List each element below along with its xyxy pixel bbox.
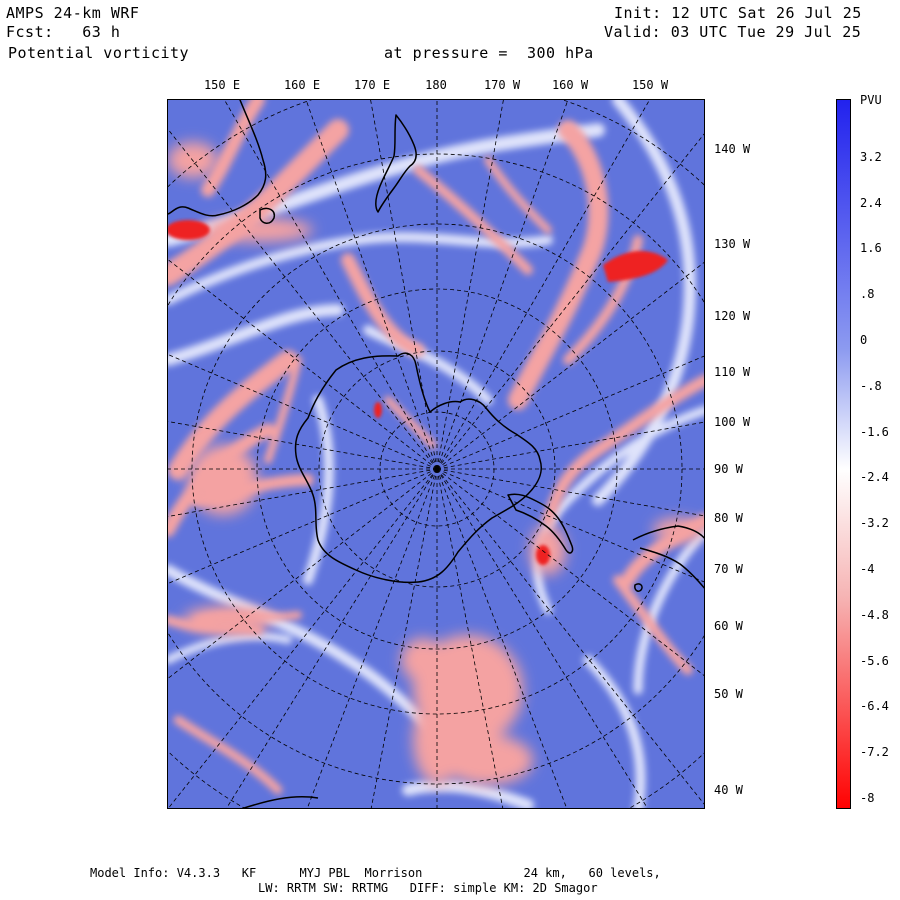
antarctic-peninsula-coastline bbox=[507, 493, 574, 554]
polar-map bbox=[167, 99, 705, 809]
falkland-islands-coastline bbox=[634, 583, 643, 592]
lon-label-top: 160 W bbox=[551, 78, 589, 92]
lon-label-right: 50 W bbox=[714, 687, 743, 701]
colorbar-tick: -2.4 bbox=[860, 470, 889, 484]
tasmania-coastline bbox=[259, 207, 276, 224]
lon-label-top: 150 E bbox=[203, 78, 241, 92]
init-time: Init: 12 UTC Sat 26 Jul 25 bbox=[614, 4, 862, 22]
lon-label-top: 160 E bbox=[283, 78, 321, 92]
south-america-coastline bbox=[632, 525, 704, 589]
forecast-hour: Fcst: 63 h bbox=[6, 23, 121, 41]
lon-label-right: 40 W bbox=[714, 783, 743, 797]
colorbar-tick: 0 bbox=[860, 333, 868, 347]
field-name: Potential vorticity bbox=[8, 44, 190, 62]
colorbar-tick: -5.6 bbox=[860, 654, 889, 668]
colorbar-tick: -6.4 bbox=[860, 699, 889, 713]
colorbar-tick: -.8 bbox=[860, 379, 882, 393]
colorbar-gradient bbox=[837, 100, 850, 808]
lon-label-top: 170 E bbox=[353, 78, 391, 92]
pressure-level: at pressure = 300 hPa bbox=[384, 44, 594, 62]
lon-label-top: 170 W bbox=[483, 78, 521, 92]
model-info-line1: Model Info: V4.3.3 KF MYJ PBL Morrison 2… bbox=[90, 866, 661, 880]
colorbar-tick: -3.2 bbox=[860, 516, 889, 530]
africa-coastline bbox=[241, 796, 319, 808]
colorbar-tick: 1.6 bbox=[860, 241, 882, 255]
australia-coastline bbox=[168, 100, 267, 217]
colorbar-tick: 3.2 bbox=[860, 150, 882, 164]
colorbar-tick: -4 bbox=[860, 562, 875, 576]
pv-strong-negative bbox=[168, 220, 668, 565]
valid-time: Valid: 03 UTC Tue 29 Jul 25 bbox=[604, 23, 862, 41]
lon-label-top: 150 W bbox=[631, 78, 669, 92]
lon-label-right: 120 W bbox=[714, 309, 751, 323]
colorbar-tick: -4.8 bbox=[860, 608, 889, 622]
model-title: AMPS 24-km WRF bbox=[6, 4, 140, 22]
colorbar-tick: 2.4 bbox=[860, 196, 882, 210]
lon-label-right: 140 W bbox=[714, 142, 751, 156]
model-info-line2: LW: RRTM SW: RRTMG DIFF: simple KM: 2D S… bbox=[258, 881, 598, 895]
colorbar-tick: -1.6 bbox=[860, 425, 889, 439]
lon-label-top: 180 bbox=[425, 78, 447, 92]
colorbar bbox=[836, 99, 851, 809]
lon-label-right: 100 W bbox=[714, 415, 751, 429]
lon-label-right: 110 W bbox=[714, 365, 751, 379]
lon-label-right: 90 W bbox=[714, 462, 743, 476]
meridian-lines bbox=[168, 100, 704, 808]
antarctica-coastline bbox=[294, 352, 542, 584]
new-zealand-coastline bbox=[375, 114, 417, 213]
colorbar-unit: PVU bbox=[860, 93, 882, 107]
colorbar-tick: -7.2 bbox=[860, 745, 889, 759]
lon-label-right: 70 W bbox=[714, 562, 743, 576]
colorbar-tick: .8 bbox=[860, 287, 875, 301]
colorbar-tick: -8 bbox=[860, 791, 875, 805]
lon-label-right: 60 W bbox=[714, 619, 743, 633]
lon-label-right: 80 W bbox=[714, 511, 743, 525]
lon-label-right: 130 W bbox=[714, 237, 751, 251]
